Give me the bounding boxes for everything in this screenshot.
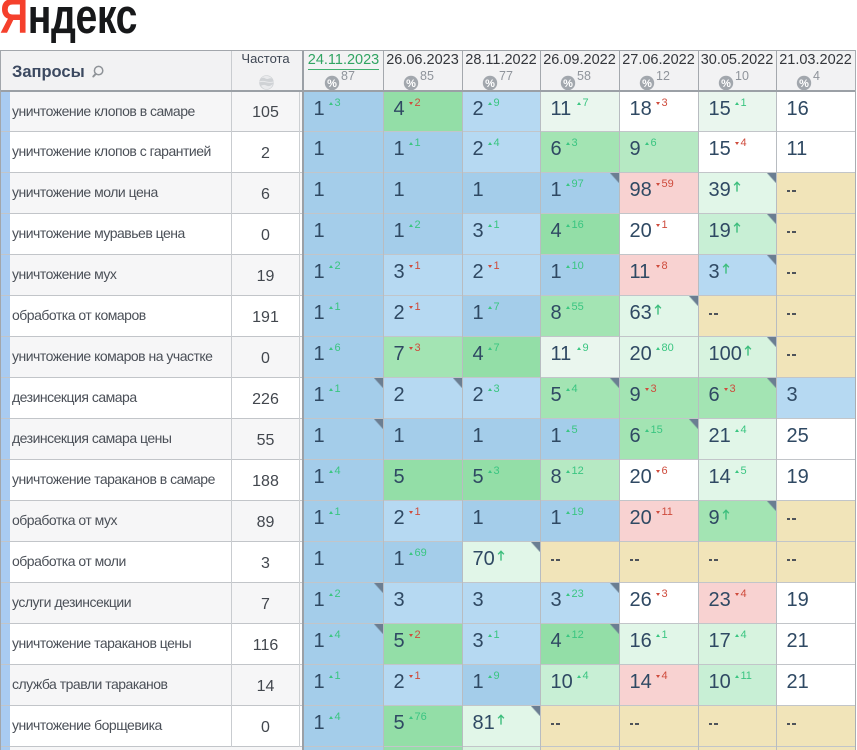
svg-text:%: %	[327, 78, 337, 90]
svg-text:%: %	[406, 78, 416, 90]
svg-text:%: %	[563, 78, 573, 90]
svg-text:%: %	[485, 78, 495, 90]
svg-text:%: %	[642, 78, 652, 90]
svg-text:%: %	[799, 78, 809, 90]
svg-text:%: %	[721, 78, 731, 90]
